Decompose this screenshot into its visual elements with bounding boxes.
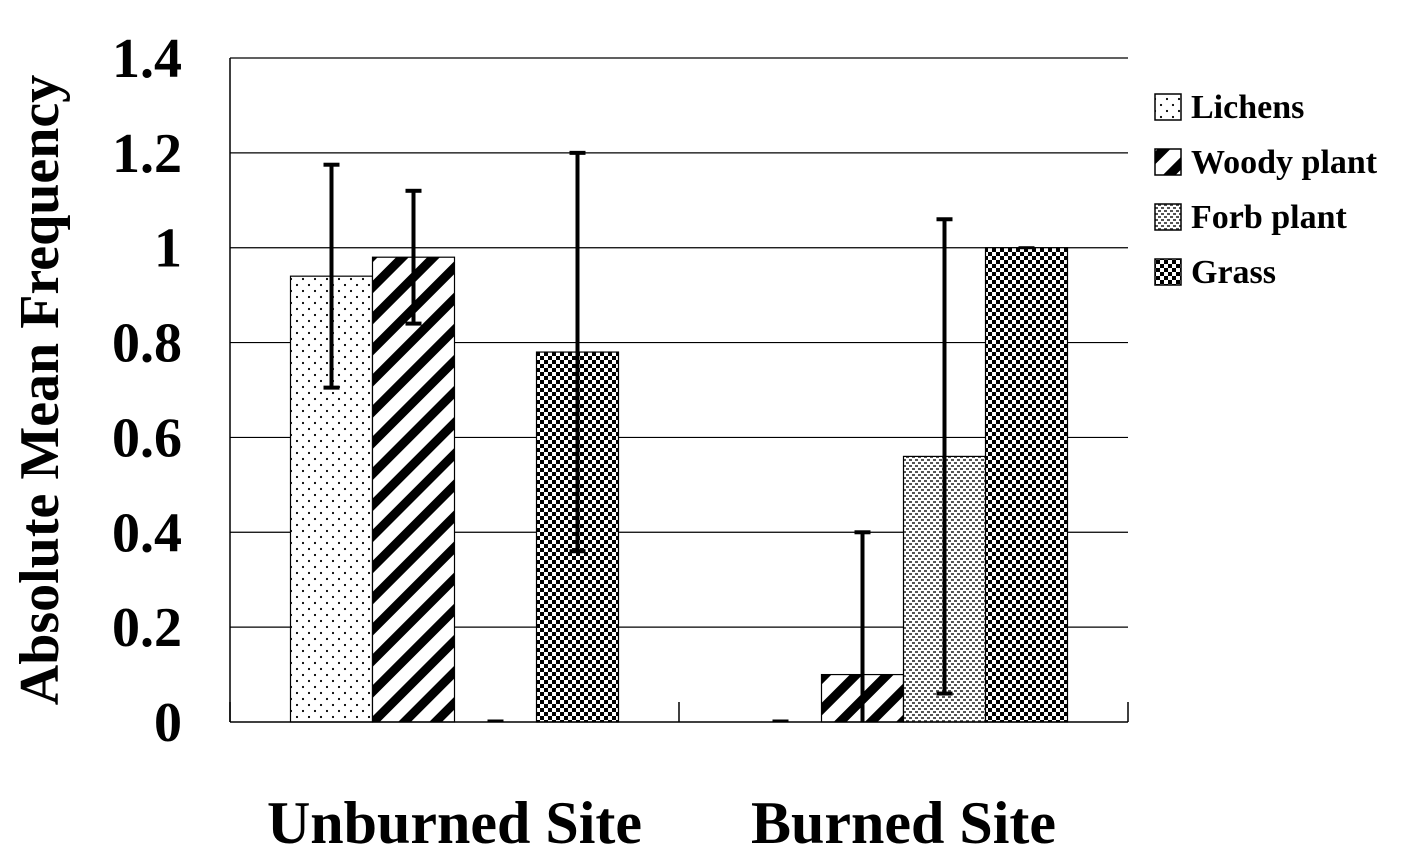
error-bars	[323, 150, 1035, 723]
legend-swatch	[1154, 258, 1182, 286]
y-tick-label: 1.2	[112, 123, 182, 185]
y-tick-label: 0.8	[112, 313, 182, 375]
legend-swatch	[1154, 93, 1182, 121]
y-tick-label: 0.6	[112, 407, 182, 469]
legend-label: Lichens	[1191, 89, 1304, 126]
x-category-label: Unburned Site	[267, 790, 642, 856]
bar-woody-plant-0	[371, 256, 456, 723]
legend-label: Forb plant	[1191, 199, 1348, 236]
x-category-label: Burned Site	[751, 790, 1056, 856]
y-tick-label: 0	[154, 692, 182, 754]
y-tick-label: 0.4	[112, 502, 182, 564]
y-tick-label: 1	[154, 218, 182, 280]
y-tick-label: 1.4	[112, 28, 182, 90]
legend: Lichens Woody plant Forb plant Grass	[1154, 89, 1378, 291]
y-tick-label: 0.2	[112, 597, 182, 659]
y-tick-labels: 0 0.2 0.4 0.6 0.8 1 1.2 1.4	[112, 28, 182, 754]
bar-grass-1	[984, 247, 1069, 723]
legend-label: Grass	[1191, 254, 1276, 291]
category-labels: Unburned Site Burned Site	[267, 790, 1056, 856]
legend-label: Woody plant	[1191, 144, 1378, 181]
legend-swatch	[1154, 148, 1182, 176]
legend-swatch	[1154, 203, 1182, 231]
axes	[229, 58, 1129, 723]
y-axis-title: Absolute Mean Frequency	[9, 75, 71, 706]
bars	[289, 247, 1069, 723]
